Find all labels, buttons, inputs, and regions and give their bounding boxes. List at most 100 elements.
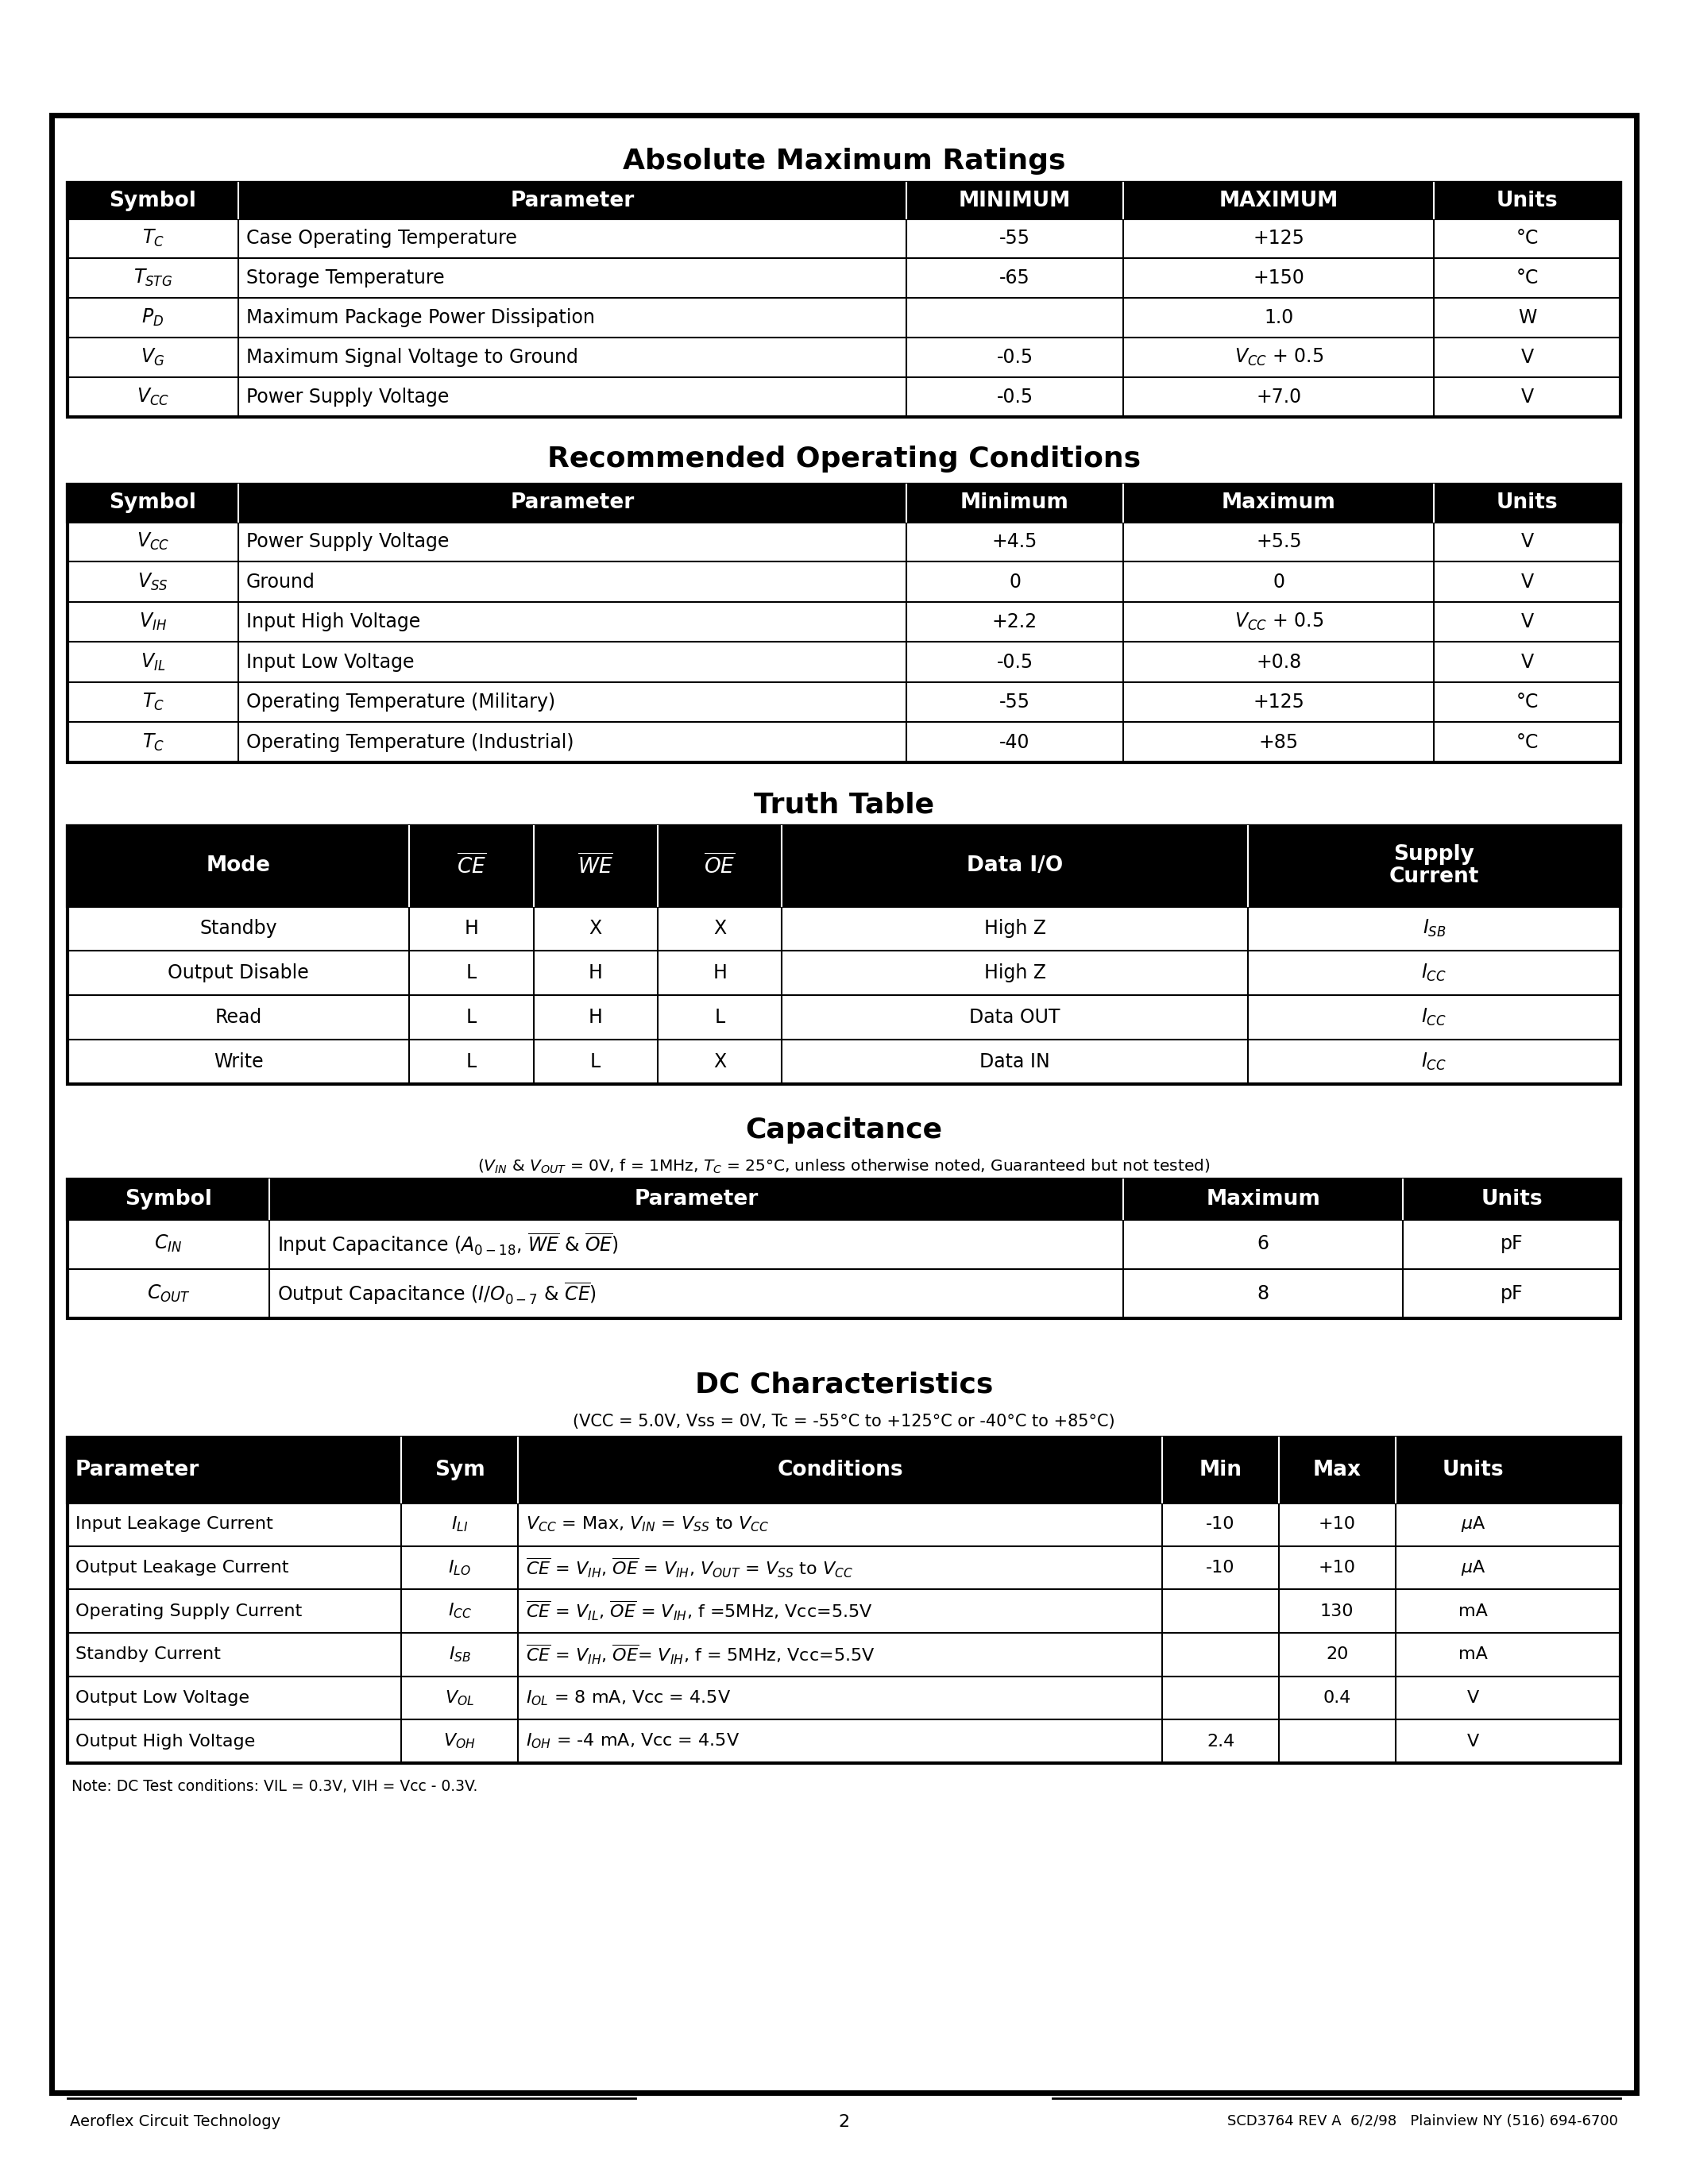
Text: +125: +125 [1252,229,1305,249]
Text: pF: pF [1501,1284,1523,1304]
Text: L: L [466,963,476,983]
Text: W: W [1518,308,1536,328]
Text: Sym: Sym [434,1459,484,1481]
Text: Input High Voltage: Input High Voltage [246,612,420,631]
Text: V: V [1521,533,1534,550]
Text: pF: pF [1501,1234,1523,1254]
Text: Max: Max [1313,1459,1361,1481]
Text: $V_{CC}$: $V_{CC}$ [137,531,169,553]
Text: Note: DC Test conditions: VIL = 0.3V, VIH = Vcc - 0.3V.: Note: DC Test conditions: VIL = 0.3V, VI… [71,1780,478,1793]
Text: Conditions: Conditions [776,1459,903,1481]
Text: H: H [589,1007,603,1026]
Text: V: V [1467,1734,1479,1749]
Text: 20: 20 [1325,1647,1349,1662]
Text: Maximum Signal Voltage to Ground: Maximum Signal Voltage to Ground [246,347,579,367]
Text: +0.8: +0.8 [1256,653,1301,670]
Text: $C_{IN}$: $C_{IN}$ [154,1234,182,1254]
Text: -55: -55 [999,229,1030,249]
Text: Output Low Voltage: Output Low Voltage [76,1690,250,1706]
Bar [68,183,1620,218]
Text: Data IN: Data IN [979,1053,1050,1072]
Text: $\mu$A: $\mu$A [1460,1557,1485,1577]
Text: Output High Voltage: Output High Voltage [76,1734,255,1749]
Text: $\overline{CE}$ = $V_{IH}$, $\overline{OE}$ = $V_{IH}$, $V_{OUT}$ = $V_{SS}$ to : $\overline{CE}$ = $V_{IH}$, $\overline{O… [527,1557,852,1579]
Text: Symbol: Symbol [110,190,196,212]
Text: Data OUT: Data OUT [969,1007,1060,1026]
Text: Parameter: Parameter [76,1459,199,1481]
Text: Parameter: Parameter [635,1188,758,1210]
Text: Truth Table: Truth Table [755,791,933,819]
Text: 0.4: 0.4 [1323,1690,1350,1706]
Text: +125: +125 [1252,692,1305,712]
Text: 1.0: 1.0 [1264,308,1293,328]
Text: Min: Min [1198,1459,1242,1481]
Text: $I_{SB}$: $I_{SB}$ [1423,917,1447,939]
Text: $C_{OUT}$: $C_{OUT}$ [147,1284,191,1304]
Text: Output Leakage Current: Output Leakage Current [76,1559,289,1575]
Text: L: L [466,1053,476,1072]
Text: Power Supply Voltage: Power Supply Voltage [246,533,449,550]
Text: Operating Supply Current: Operating Supply Current [76,1603,302,1618]
Text: -55: -55 [999,692,1030,712]
Text: Case Operating Temperature: Case Operating Temperature [246,229,517,249]
Text: $\overline{WE}$: $\overline{WE}$ [577,854,613,878]
Text: Parameter: Parameter [510,190,635,212]
Text: H: H [589,963,603,983]
Text: $T_C$: $T_C$ [142,732,164,753]
Text: $\overline{OE}$: $\overline{OE}$ [704,854,736,878]
Text: °C: °C [1516,269,1538,288]
Text: L: L [466,1007,476,1026]
Bar [68,1179,1620,1319]
Text: $V_{IL}$: $V_{IL}$ [140,651,165,673]
Bar [68,1179,1620,1219]
Text: Input Capacitance ($A_{0-18}$, $\overline{WE}$ & $\overline{OE}$): Input Capacitance ($A_{0-18}$, $\overlin… [277,1232,619,1258]
Text: SCD3764 REV A  6/2/98   Plainview NY (516) 694-6700: SCD3764 REV A 6/2/98 Plainview NY (516) … [1227,2114,1619,2129]
Text: Units: Units [1442,1459,1504,1481]
Text: Minimum: Minimum [960,494,1069,513]
Text: -0.5: -0.5 [996,387,1033,406]
Text: $V_{OH}$: $V_{OH}$ [444,1732,476,1752]
Text: $T_C$: $T_C$ [142,692,164,712]
Text: Maximum: Maximum [1222,494,1335,513]
Text: 2.4: 2.4 [1207,1734,1234,1749]
Text: Mode: Mode [206,856,270,876]
Text: $I_{SB}$: $I_{SB}$ [449,1645,471,1664]
Text: Read: Read [214,1007,262,1026]
Text: +2.2: +2.2 [993,612,1038,631]
Text: Standby Current: Standby Current [76,1647,221,1662]
Text: $T_C$: $T_C$ [142,227,164,249]
Bar [68,183,1620,417]
Text: $I_{OH}$ = -4 mA, Vcc = 4.5V: $I_{OH}$ = -4 mA, Vcc = 4.5V [527,1732,739,1752]
Text: $I_{CC}$: $I_{CC}$ [1421,1007,1447,1029]
Text: DC Characteristics: DC Characteristics [695,1372,993,1398]
Text: Recommended Operating Conditions: Recommended Operating Conditions [547,446,1141,472]
Text: High Z: High Z [984,963,1047,983]
Text: -40: -40 [999,734,1030,751]
Text: MAXIMUM: MAXIMUM [1219,190,1339,212]
Text: 6: 6 [1258,1234,1269,1254]
Text: $\overline{CE}$: $\overline{CE}$ [456,854,486,878]
Text: L: L [714,1007,726,1026]
Text: Units: Units [1480,1188,1543,1210]
Bar [68,485,1620,522]
Text: Output Capacitance ($I/O_{0-7}$ & $\overline{CE}$): Output Capacitance ($I/O_{0-7}$ & $\over… [277,1280,598,1306]
Text: $I_{OL}$ = 8 mA, Vcc = 4.5V: $I_{OL}$ = 8 mA, Vcc = 4.5V [527,1688,731,1708]
Text: Input Leakage Current: Input Leakage Current [76,1516,273,1533]
Text: 8: 8 [1258,1284,1269,1304]
Text: $I_{CC}$: $I_{CC}$ [1421,963,1447,983]
Text: $V_{CC}$ + 0.5: $V_{CC}$ + 0.5 [1234,612,1323,633]
Text: -0.5: -0.5 [996,653,1033,670]
Text: $I_{LI}$: $I_{LI}$ [451,1516,468,1533]
Text: +4.5: +4.5 [993,533,1038,550]
Text: $\overline{CE}$ = $V_{IL}$, $\overline{OE}$ = $V_{IH}$, f =5MHz, Vcc=5.5V: $\overline{CE}$ = $V_{IL}$, $\overline{O… [527,1599,873,1623]
Text: 0: 0 [1009,572,1021,592]
Text: V: V [1521,572,1534,592]
Text: V: V [1521,387,1534,406]
Text: Operating Temperature (Military): Operating Temperature (Military) [246,692,555,712]
Text: Data I/O: Data I/O [967,856,1063,876]
Text: Maximum: Maximum [1207,1188,1320,1210]
Text: Symbol: Symbol [125,1188,213,1210]
Text: Output Disable: Output Disable [167,963,309,983]
Text: -10: -10 [1207,1559,1236,1575]
Text: $I_{CC}$: $I_{CC}$ [1421,1051,1447,1072]
